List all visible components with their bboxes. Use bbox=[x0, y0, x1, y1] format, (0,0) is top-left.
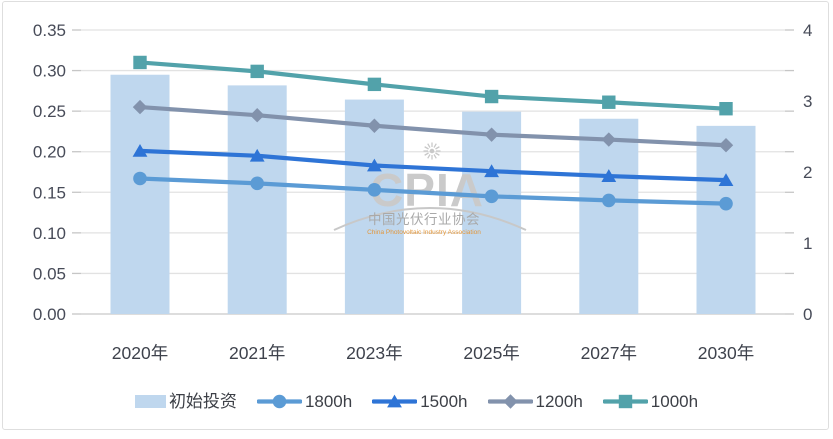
legend-item-1800h: 1800h bbox=[256, 391, 353, 411]
bar bbox=[110, 74, 170, 314]
y-axis-label-left: 0.20 bbox=[33, 143, 66, 162]
series-line bbox=[137, 176, 729, 206]
data-point-marker bbox=[484, 189, 499, 204]
legend-label: 1800h bbox=[304, 391, 353, 411]
bar bbox=[344, 99, 404, 314]
y-axis-label-left: 0.15 bbox=[33, 183, 66, 202]
data-point-marker bbox=[718, 173, 734, 187]
y-axis-label-right: 3 bbox=[803, 92, 812, 111]
series-line bbox=[137, 104, 729, 148]
series-line bbox=[137, 60, 729, 111]
data-point-marker bbox=[133, 171, 147, 186]
data-point-marker bbox=[249, 148, 265, 162]
y-axis-label-left: 0.05 bbox=[33, 264, 66, 283]
legend-swatch-square bbox=[602, 394, 648, 408]
data-point-marker bbox=[132, 144, 148, 157]
legend-swatch-circle bbox=[256, 394, 302, 408]
line-series-1500h bbox=[132, 144, 734, 187]
sun-ray-icon bbox=[424, 152, 429, 156]
legend-swatch-triangle bbox=[372, 394, 418, 407]
data-point-marker bbox=[602, 95, 616, 109]
y-axis-label-right: 0 bbox=[803, 305, 812, 324]
line-series-1800h bbox=[133, 171, 733, 211]
y-axis-label-right: 4 bbox=[803, 21, 812, 40]
axis-labels: 0.00 0.05 0.10 0.15 0.20 0.25 0.30 0.35 0 1 2 3 4 202… bbox=[33, 21, 813, 363]
data-point-marker bbox=[367, 118, 382, 133]
legend-swatch-bar bbox=[134, 394, 166, 408]
data-point-marker bbox=[484, 164, 499, 178]
watermark-cn-text: 中国光伏行业协会 bbox=[368, 212, 480, 227]
y-axis-label-left: 0.25 bbox=[33, 102, 66, 121]
data-point-marker bbox=[718, 138, 734, 153]
data-point-marker bbox=[484, 89, 499, 104]
bar bbox=[579, 118, 639, 314]
data-point-marker bbox=[719, 102, 733, 116]
x-axis-label: 2023年 bbox=[346, 343, 402, 363]
legend-item-初始投资: 初始投资 bbox=[134, 391, 237, 411]
legend-swatch-diamond bbox=[487, 393, 533, 409]
data-point-marker bbox=[367, 158, 382, 172]
data-point-marker bbox=[250, 108, 265, 123]
sun-ray-icon bbox=[433, 154, 437, 159]
bar bbox=[227, 85, 287, 314]
data-point-marker bbox=[132, 99, 148, 115]
bar bbox=[696, 125, 756, 314]
legend-label: 初始投资 bbox=[168, 391, 237, 411]
legend-label: 1500h bbox=[420, 391, 468, 411]
data-point-marker bbox=[272, 394, 287, 408]
sun-ray-icon bbox=[427, 154, 431, 159]
data-point-marker bbox=[250, 64, 264, 79]
sun-ray-icon bbox=[435, 152, 440, 156]
sun-icon bbox=[429, 148, 435, 154]
data-point-marker bbox=[601, 169, 617, 182]
data-point-marker bbox=[367, 183, 382, 197]
x-axis-label: 2021年 bbox=[229, 343, 285, 363]
sun-ray-icon bbox=[427, 143, 431, 148]
line-series-1000h bbox=[133, 55, 733, 116]
data-point-marker bbox=[133, 55, 147, 70]
watermark-en-text: China Photovoltaic Industry Association bbox=[367, 229, 481, 236]
sun-ray-icon bbox=[433, 143, 437, 148]
chart-legend: 初始投资 1800h 1500h 1200h 1000h bbox=[0, 388, 833, 414]
data-point-marker bbox=[484, 127, 499, 142]
data-point-marker bbox=[367, 77, 382, 92]
x-axis-label: 2025年 bbox=[463, 343, 519, 363]
data-point-marker bbox=[602, 193, 616, 208]
legend-label: 1000h bbox=[650, 391, 699, 411]
data-point-marker bbox=[502, 393, 518, 409]
series-line bbox=[137, 148, 729, 183]
data-point-marker bbox=[601, 132, 616, 147]
y-axis-label-left: 0.10 bbox=[33, 224, 66, 243]
data-point-marker bbox=[387, 394, 403, 407]
data-point-marker bbox=[618, 394, 632, 408]
x-axis-label: 2020年 bbox=[112, 343, 168, 363]
watermark-arc bbox=[333, 207, 527, 231]
data-point-marker bbox=[250, 176, 264, 191]
x-axis-label: 2030年 bbox=[698, 343, 754, 363]
line-series-1200h bbox=[132, 99, 734, 153]
legend-item-1500h: 1500h bbox=[372, 391, 468, 411]
y-axis-label-left: 0.35 bbox=[33, 21, 66, 40]
data-point-marker bbox=[719, 196, 733, 211]
x-axis-label: 2027年 bbox=[581, 343, 637, 363]
sun-ray-icon bbox=[424, 146, 429, 150]
y-axis-label-right: 1 bbox=[803, 234, 812, 253]
sun-ray-icon bbox=[435, 146, 440, 150]
y-axis-label-left: 0.30 bbox=[33, 62, 66, 81]
y-axis-label-left: 0.00 bbox=[33, 305, 66, 324]
y-axis-label-right: 2 bbox=[803, 163, 812, 182]
legend-label: 1200h bbox=[535, 391, 583, 411]
legend-item-1000h: 1000h bbox=[602, 391, 699, 411]
legend-item-1200h: 1200h bbox=[487, 391, 583, 411]
